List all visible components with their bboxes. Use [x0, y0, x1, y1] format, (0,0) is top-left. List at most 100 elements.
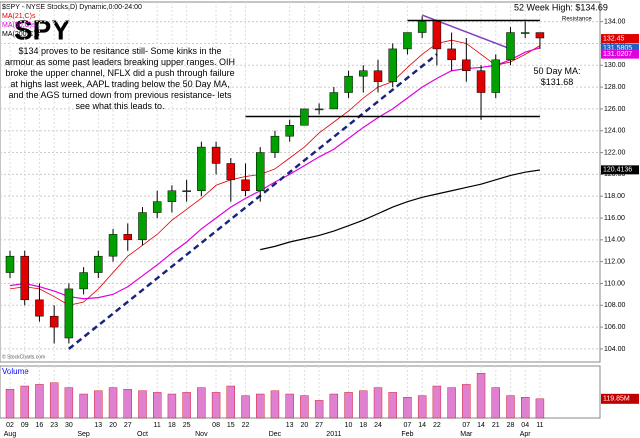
- ma-line: [9, 47, 541, 300]
- candle-body: [491, 59, 501, 93]
- volume-bar: [329, 393, 339, 419]
- x-tick-label: 27: [124, 422, 132, 429]
- volume-bar: [388, 392, 397, 419]
- volume-bar: [403, 397, 412, 419]
- candle-body: [123, 234, 133, 241]
- price-badge-label: 132.45: [603, 35, 625, 42]
- x-tick-label: 04: [521, 422, 529, 429]
- y-tick-label: 108.00: [604, 302, 626, 309]
- legend-entry: MA(200,C)s: [2, 31, 40, 38]
- volume-bar: [373, 387, 383, 419]
- volume-label: Volume: [2, 367, 29, 376]
- month-label: Dec: [269, 431, 282, 438]
- volume-bar: [79, 393, 88, 419]
- volume-bar: [535, 398, 545, 419]
- volume-bar: [256, 393, 265, 419]
- volume-bar: [211, 392, 221, 419]
- x-tick-label: 25: [183, 422, 191, 429]
- volume-bar: [123, 389, 132, 419]
- candle-body: [476, 70, 486, 93]
- month-label: Mar: [460, 431, 473, 438]
- y-tick-label: 130.00: [604, 62, 626, 69]
- candle-body: [447, 48, 456, 61]
- x-tick-label: 18: [359, 422, 367, 429]
- candle-body: [35, 299, 44, 317]
- candle-body: [300, 108, 309, 126]
- note: $134 proves to be resitance still- Some …: [4, 46, 236, 111]
- volume-bar: [359, 390, 368, 419]
- x-tick-label: 30: [65, 422, 73, 429]
- annotation: 52 Week High: $134.69: [514, 2, 608, 12]
- month-label: Feb: [401, 431, 413, 438]
- y-tick-label: 114.00: [604, 237, 625, 244]
- candle-body: [94, 255, 103, 273]
- volume-bar: [270, 390, 280, 419]
- candle-body: [108, 234, 118, 257]
- y-tick-label: 128.00: [604, 84, 626, 91]
- y-tick-label: 134.00: [604, 18, 626, 25]
- chart-title: SPY: [14, 14, 70, 45]
- x-tick-label: 23: [50, 422, 58, 429]
- legend-entry: MA(21,C)s: [2, 13, 36, 20]
- volume-bar: [476, 373, 486, 419]
- volume-bar: [197, 387, 206, 419]
- price-badge: [601, 49, 639, 59]
- volume-bar: [506, 395, 515, 419]
- x-tick-label: 13: [286, 422, 294, 429]
- volume-bar: [462, 384, 471, 419]
- x-tick-label: 09: [21, 422, 29, 429]
- x-tick-label: 18: [168, 422, 176, 429]
- volume-bar: [432, 385, 442, 419]
- volume-bar: [521, 397, 530, 419]
- x-tick-label: 14: [477, 422, 485, 429]
- month-label: Oct: [137, 431, 148, 438]
- volume-bar: [344, 392, 353, 419]
- trend-line: [68, 53, 438, 350]
- x-tick-label: 20: [109, 422, 117, 429]
- y-tick-label: 104.00: [604, 346, 626, 353]
- candle-body: [226, 163, 236, 181]
- month-label: Apr: [520, 431, 532, 438]
- x-tick-label: 22: [433, 422, 441, 429]
- volume-bar: [285, 393, 294, 419]
- candle-body: [20, 255, 29, 301]
- candle-body: [79, 272, 88, 290]
- candle-body: [432, 21, 442, 50]
- candle-body: [182, 190, 191, 192]
- x-tick-label: 13: [94, 422, 102, 429]
- x-tick-label: 07: [404, 422, 412, 429]
- volume-bar: [94, 390, 103, 419]
- x-tick-label: 20: [301, 422, 309, 429]
- x-tick-label: 07: [462, 422, 470, 429]
- candle-body: [167, 190, 177, 202]
- volume-bar: [226, 385, 236, 419]
- x-tick-label: 27: [315, 422, 323, 429]
- volume-bar: [20, 385, 29, 419]
- volume-bar: [167, 393, 177, 419]
- volume-bar: [64, 387, 74, 419]
- price-badge-label: 131.5805: [603, 45, 632, 52]
- x-tick-label: 24: [374, 422, 382, 429]
- volume-bar: [491, 387, 500, 419]
- candle-body: [520, 32, 530, 34]
- x-tick-label: 10: [345, 422, 353, 429]
- candle-body: [462, 59, 471, 71]
- x-tick-label: 11: [536, 422, 543, 429]
- month-label: 2011: [326, 431, 341, 438]
- volume-bar: [417, 395, 427, 419]
- header: $SPY - NYSE Stocks,D) Dynamic,0:00-24:00: [2, 4, 142, 11]
- volume-bar: [5, 389, 15, 419]
- price-badge-label: 131.0207: [603, 51, 632, 58]
- x-tick-label: 21: [492, 422, 500, 429]
- volume-badge: [601, 393, 639, 404]
- volume-badge-label: 119.85M: [603, 396, 630, 403]
- y-tick-label: 110.00: [604, 280, 625, 287]
- price-badge: [601, 34, 639, 44]
- price-badge-label: 120.4136: [603, 167, 632, 174]
- y-tick-label: 126.00: [604, 106, 626, 113]
- candle-body: [152, 201, 162, 213]
- y-tick-label: 106.00: [604, 324, 626, 331]
- volume-bar: [300, 395, 309, 419]
- copyright: © StockCharts.com: [2, 353, 45, 360]
